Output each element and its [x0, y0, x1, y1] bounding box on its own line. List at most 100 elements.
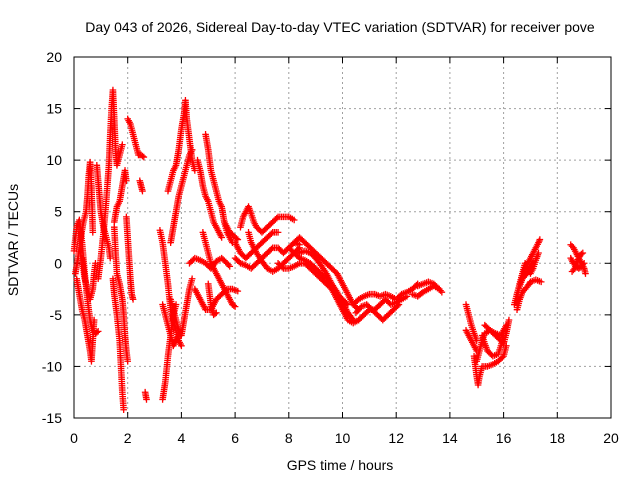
y-tick-label: -10 [42, 358, 62, 374]
x-tick-label: 2 [124, 430, 132, 446]
trace-A2 [72, 158, 97, 277]
trace-A4 [78, 254, 99, 303]
trace-B5 [123, 213, 137, 303]
trace-H4 [513, 257, 537, 298]
y-tick-label: -15 [42, 410, 62, 426]
data-point [225, 261, 232, 269]
data-point [120, 406, 127, 414]
data-point [188, 275, 196, 283]
data-point [90, 316, 98, 324]
trace-G6 [481, 316, 513, 348]
y-axis-label: SDTVAR / TECUs [5, 184, 21, 296]
trace-H2 [513, 276, 545, 313]
trace-A3 [73, 275, 98, 365]
trace-B1 [94, 86, 126, 283]
y-tick-label: 10 [46, 152, 62, 168]
data-point [106, 254, 114, 262]
x-axis-label: GPS time / hours [287, 457, 394, 473]
data-point [582, 270, 589, 277]
chart-title: Day 043 of 2026, Sidereal Day-to-day VTE… [85, 19, 595, 35]
data-point [505, 316, 513, 324]
data-point [278, 263, 286, 271]
trace-E2 [231, 229, 282, 262]
data-point [92, 259, 99, 267]
x-tick-label: 0 [70, 430, 78, 446]
data-point [123, 177, 130, 185]
trace-G3 [470, 342, 510, 389]
trace-D7 [221, 218, 242, 243]
trace-B6 [124, 115, 148, 161]
grid-lines [74, 57, 611, 418]
trace-B3 [109, 275, 127, 414]
x-tick-label: 4 [178, 430, 186, 446]
data-point [89, 229, 97, 236]
data-point [535, 249, 542, 257]
data-point [535, 237, 543, 245]
data-point [529, 257, 537, 265]
data-point [574, 256, 582, 263]
data-point [579, 261, 587, 269]
trace-E1 [237, 203, 298, 236]
data-point [140, 153, 148, 161]
data-point [143, 396, 150, 403]
data-point [268, 230, 275, 237]
data-point [273, 214, 281, 222]
trace-B4 [110, 223, 131, 365]
y-tick-label: 5 [54, 204, 62, 220]
trace-D4 [191, 285, 242, 313]
data-point [536, 236, 544, 243]
data-point [498, 354, 506, 361]
data-point [172, 301, 180, 308]
trace-B7 [136, 177, 146, 195]
trace-I3 [568, 249, 587, 275]
data-point [226, 263, 234, 270]
trace-F1 [349, 280, 421, 308]
trace-C4 [167, 146, 196, 246]
data-point [139, 152, 146, 160]
data-point [129, 296, 137, 303]
data-point [435, 285, 443, 293]
data-point [119, 141, 126, 148]
data-point [578, 250, 585, 258]
data-point [213, 309, 220, 317]
data-point [403, 292, 411, 300]
x-tick-label: 10 [335, 430, 351, 446]
trace-E4 [245, 229, 303, 275]
data-point [178, 342, 185, 350]
data-point [574, 257, 581, 265]
data-point [575, 254, 583, 262]
y-tick-labels: -15 -10 -5 0 5 10 15 20 [42, 49, 62, 426]
data-point [211, 310, 219, 318]
trace-B8 [141, 388, 150, 403]
x-tick-label: 18 [550, 430, 566, 446]
x-tick-label: 20 [603, 430, 619, 446]
x-tick-label: 14 [442, 430, 458, 446]
data-point [395, 301, 403, 308]
data-point [274, 229, 282, 236]
trace-D3 [194, 156, 225, 241]
data-point [124, 357, 131, 365]
data-point [535, 239, 542, 246]
data-point [230, 302, 238, 309]
x-tick-label: 6 [231, 430, 239, 446]
data-point [579, 249, 587, 257]
x-tick-label: 12 [388, 430, 404, 446]
x-tick-labels: 0 2 4 6 8 10 12 14 16 18 20 [70, 430, 619, 446]
data-point [139, 187, 146, 195]
data-point [218, 234, 225, 241]
y-tick-label: -5 [50, 307, 63, 323]
data-point [348, 315, 356, 322]
y-tick-label: 20 [46, 49, 62, 65]
y-tick-label: 15 [46, 101, 62, 117]
y-tick-label: 0 [54, 255, 62, 271]
data-points [70, 86, 589, 414]
data-point [290, 216, 298, 224]
data-point [537, 278, 545, 286]
data-point [231, 303, 239, 310]
trace-F3 [352, 301, 403, 324]
trace-G1 [462, 301, 481, 344]
trace-F5 [409, 282, 443, 300]
data-point [394, 302, 401, 310]
x-tick-label: 8 [285, 430, 293, 446]
